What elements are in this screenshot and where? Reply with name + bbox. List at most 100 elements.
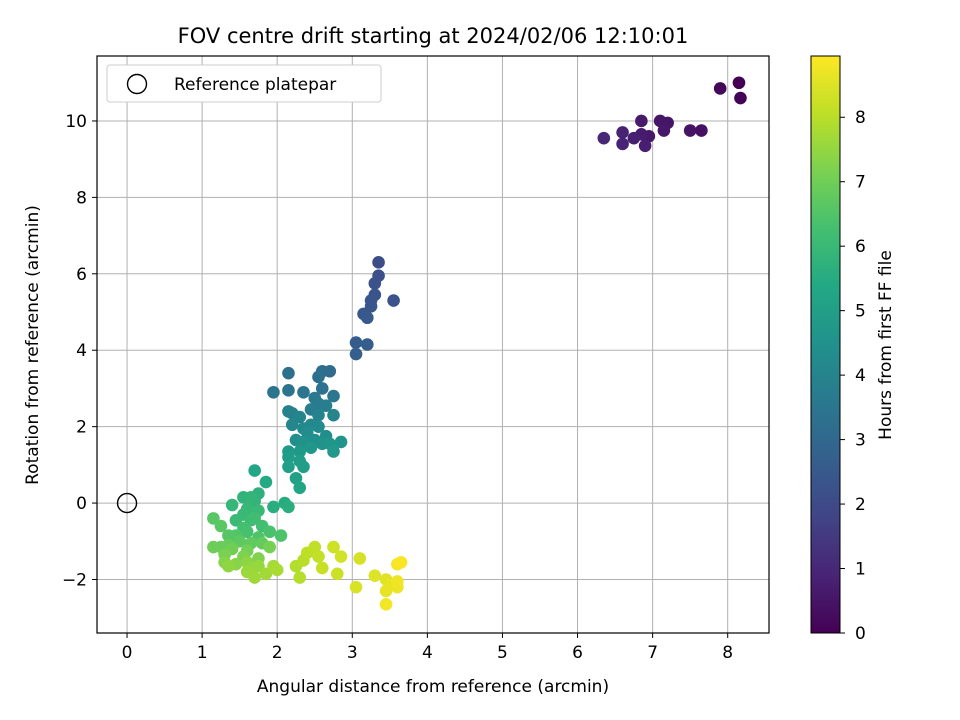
data-point: [285, 418, 299, 432]
data-point: [695, 124, 708, 137]
colorbar-tick-label: 8: [855, 108, 866, 128]
data-point: [683, 124, 697, 137]
data-point: [349, 336, 363, 349]
y-axis-label: Rotation from reference (arcmin): [23, 205, 43, 485]
data-point: [297, 460, 310, 474]
y-tick-label: 10: [65, 112, 87, 132]
data-point: [334, 550, 348, 563]
data-point: [222, 529, 235, 542]
data-point: [616, 126, 629, 139]
x-axis-ticks: 0 1 2 3 4 5 6 7 8: [122, 633, 733, 663]
data-point: [327, 389, 340, 403]
data-point: [263, 525, 276, 539]
data-point: [240, 525, 254, 539]
data-point: [627, 131, 641, 145]
data-point: [315, 382, 329, 395]
y-tick-label: −2: [62, 571, 87, 591]
x-tick-label: 5: [497, 643, 508, 663]
data-point: [334, 435, 348, 449]
colorbar: [810, 55, 841, 634]
data-point: [207, 540, 220, 554]
colorbar-tick-label: 6: [855, 237, 866, 257]
x-axis-label: Angular distance from reference (arcmin): [257, 677, 609, 697]
reference-platepar-marker: [116, 492, 138, 514]
colorbar-tick-label: 2: [855, 495, 866, 515]
data-point: [349, 580, 363, 594]
data-point: [214, 519, 228, 533]
data-point: [387, 294, 400, 307]
x-tick-label: 1: [197, 643, 208, 663]
y-tick-label: 2: [76, 418, 87, 438]
data-point: [308, 540, 322, 554]
data-points: [207, 76, 747, 611]
data-point: [312, 550, 325, 563]
data-point: [289, 471, 303, 485]
data-point: [259, 475, 273, 489]
chart-title: FOV centre drift starting at 2024/02/06 …: [178, 24, 689, 48]
x-tick-label: 2: [272, 643, 283, 663]
plot-area-frame: [96, 55, 770, 634]
data-point: [225, 498, 239, 512]
data-point: [319, 399, 333, 412]
data-point: [248, 464, 261, 477]
colorbar-tick-label: 7: [855, 173, 866, 193]
data-point: [353, 552, 367, 565]
data-point: [653, 114, 667, 128]
data-point: [635, 114, 648, 128]
colorbar-label: Hours from first FF file: [876, 250, 896, 440]
y-axis-ticks: −2 0 2 4 6 8 10: [62, 112, 97, 591]
y-tick-label: 8: [76, 188, 87, 208]
data-point: [315, 561, 329, 575]
data-point: [312, 370, 325, 384]
data-point: [361, 338, 374, 351]
data-point: [391, 575, 404, 588]
data-point: [282, 384, 295, 397]
data-point: [327, 540, 340, 554]
data-point: [732, 76, 746, 90]
data-point: [368, 569, 382, 582]
data-point: [267, 385, 280, 399]
x-tick-label: 6: [572, 643, 583, 663]
data-point: [263, 540, 276, 554]
grid-lines: [97, 56, 769, 633]
data-point: [657, 124, 671, 137]
colorbar-tick-label: 0: [855, 624, 866, 644]
x-tick-label: 3: [347, 643, 358, 663]
legend-marker-open-circle: [126, 73, 148, 95]
colorbar-tick-label: 4: [855, 366, 866, 386]
data-point: [312, 420, 325, 433]
x-tick-label: 7: [647, 643, 658, 663]
data-point: [297, 385, 310, 399]
data-point: [282, 500, 295, 514]
data-point: [734, 91, 747, 105]
data-point: [293, 445, 307, 458]
data-point: [274, 529, 288, 542]
data-point: [394, 556, 408, 569]
data-point: [222, 559, 235, 573]
data-point: [267, 500, 280, 514]
data-point: [327, 445, 340, 458]
data-point: [282, 450, 295, 464]
data-point: [597, 131, 611, 145]
x-tick-label: 0: [122, 643, 133, 663]
data-point: [713, 82, 727, 95]
legend-label: Reference platepar: [174, 75, 336, 95]
data-point: [312, 408, 325, 422]
data-point: [327, 408, 340, 422]
data-point: [282, 460, 295, 474]
data-point: [616, 137, 629, 151]
data-point: [349, 347, 363, 361]
data-point: [372, 256, 385, 269]
colorbar-ticks: 0 1 2 3 4 5 6 7 8: [840, 108, 866, 644]
y-tick-label: 0: [76, 494, 87, 514]
legend: Reference platepar: [106, 64, 382, 103]
data-point: [282, 366, 295, 380]
data-point: [270, 563, 284, 577]
data-point: [304, 441, 318, 454]
x-tick-label: 8: [722, 643, 733, 663]
data-point: [379, 598, 393, 611]
colorbar-tick-label: 3: [855, 431, 866, 451]
colorbar-tick-label: 5: [855, 302, 866, 322]
data-point: [244, 491, 258, 504]
